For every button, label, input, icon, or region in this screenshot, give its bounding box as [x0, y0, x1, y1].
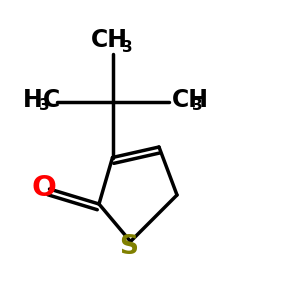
Text: CH: CH: [172, 88, 209, 112]
Text: S: S: [119, 235, 139, 260]
Text: H: H: [23, 88, 43, 112]
Text: C: C: [43, 88, 60, 112]
Text: 3: 3: [39, 98, 50, 112]
Text: CH: CH: [91, 28, 128, 52]
Text: 3: 3: [192, 98, 202, 112]
Text: 3: 3: [122, 40, 132, 55]
Text: O: O: [31, 173, 56, 202]
